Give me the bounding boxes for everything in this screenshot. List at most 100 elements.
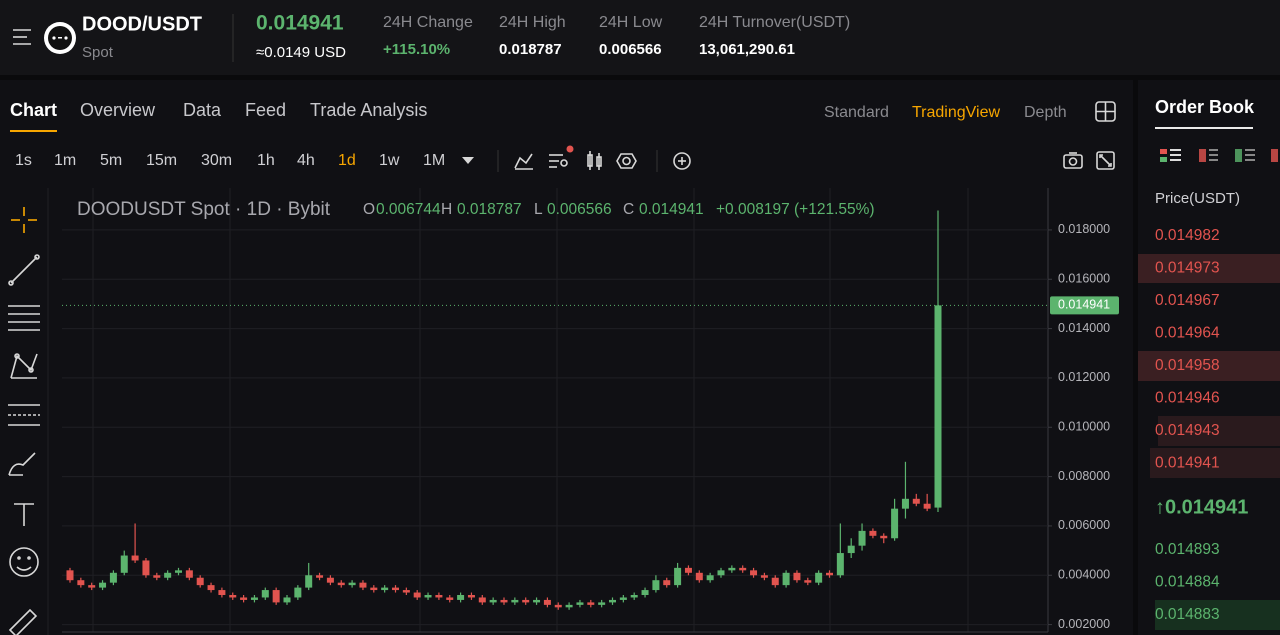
candle-body [619, 597, 627, 600]
candle-body [750, 570, 758, 576]
y-tick-label: 0.004000 [1058, 568, 1110, 582]
stat-label: 24H Turnover(USDT) [699, 14, 850, 31]
y-tick-label: 0.008000 [1058, 469, 1110, 483]
ohlc-value: 0.006566 [547, 201, 612, 218]
stat-value: +115.10% [383, 41, 450, 58]
candle-body [587, 602, 595, 605]
candle-body [804, 580, 812, 583]
ohlc-value: 0.006744 [376, 201, 441, 218]
settings-icon[interactable] [616, 153, 637, 169]
top-bar [0, 0, 1280, 75]
dropdown-icon[interactable] [462, 157, 474, 164]
indicator-icon[interactable] [514, 153, 533, 170]
bid-price: 0.014883 [1155, 606, 1220, 623]
interval[interactable]: 1w [379, 152, 400, 169]
interval[interactable]: 4h [297, 152, 315, 169]
layout-icon[interactable] [1095, 101, 1116, 122]
candle-body [131, 555, 139, 561]
candle-body [652, 580, 660, 591]
view-option[interactable]: Standard [824, 104, 889, 121]
candle-body [934, 305, 942, 508]
candle-body [175, 570, 182, 573]
interval[interactable]: 30m [201, 152, 232, 169]
candle-body [467, 595, 475, 598]
candle-body [815, 572, 823, 583]
ohlc-value: 0.014941 [639, 201, 704, 218]
candle-body [229, 595, 237, 598]
candle-body [598, 602, 606, 605]
tab[interactable]: Chart [10, 100, 57, 120]
candle-body [511, 599, 519, 603]
add-icon[interactable] [673, 152, 691, 170]
candle-body [489, 599, 497, 603]
interval[interactable]: 1M [423, 152, 445, 169]
order-book-title[interactable]: Order Book [1155, 97, 1255, 117]
candle-body [869, 530, 877, 536]
candle-body [66, 570, 74, 581]
candle-body [381, 587, 389, 591]
candle-body [901, 498, 909, 509]
template-icon[interactable] [549, 154, 568, 168]
usd-price: ≈0.0149 USD [256, 44, 346, 61]
interval[interactable]: 1s [15, 152, 32, 169]
candle-body [457, 595, 465, 600]
candle-body [359, 582, 367, 588]
candle-body [337, 582, 345, 586]
candle-body [771, 577, 779, 586]
candle-body [326, 577, 334, 583]
candle-body [728, 567, 736, 571]
candle-body [554, 604, 562, 608]
depth-bars [1138, 254, 1280, 630]
tab[interactable]: Overview [80, 100, 156, 120]
y-tick-label: 0.006000 [1058, 518, 1110, 532]
candle-body [576, 602, 584, 605]
candle-type-icon[interactable] [587, 151, 602, 170]
candle-body [142, 560, 150, 576]
stat-label: 24H High [499, 14, 566, 31]
view-option[interactable]: TradingView [912, 104, 1000, 121]
ask-price: 0.014964 [1155, 325, 1220, 342]
candle-body [826, 572, 833, 576]
view-option[interactable]: Depth [1024, 104, 1067, 121]
candle-body [760, 575, 768, 578]
candle-body [847, 545, 855, 554]
candle-body [674, 567, 682, 586]
y-tick-label: 0.018000 [1058, 222, 1110, 236]
tab[interactable]: Trade Analysis [310, 100, 427, 120]
candle-body [435, 595, 443, 598]
tab[interactable]: Data [183, 100, 222, 120]
candle-body [522, 599, 530, 603]
candle-body [717, 570, 725, 576]
menu-icon[interactable] [13, 29, 31, 45]
interval[interactable]: 1m [54, 152, 76, 169]
interval[interactable]: 15m [146, 152, 177, 169]
stat-value: 13,061,290.61 [699, 41, 795, 58]
ohlc-key: L [534, 201, 543, 218]
bid-price: 0.014884 [1155, 574, 1220, 591]
candle-body [543, 599, 551, 605]
bid-price: 0.014893 [1155, 541, 1220, 558]
camera-icon[interactable] [1063, 152, 1083, 169]
order-book-layout-icons[interactable] [1160, 149, 1278, 162]
candle-body [446, 597, 454, 600]
candle-body [424, 595, 432, 598]
fullscreen-icon[interactable] [1096, 151, 1115, 170]
candle-body [478, 597, 486, 603]
candle-body [294, 587, 302, 598]
tab[interactable]: Feed [245, 100, 286, 120]
ask-price: 0.014941 [1155, 455, 1220, 472]
candle-body [402, 590, 410, 593]
candle-body [109, 572, 117, 583]
interval[interactable]: 5m [100, 152, 122, 169]
interval[interactable]: 1h [257, 152, 275, 169]
candle-body [891, 508, 899, 539]
interval[interactable]: 1d [338, 152, 356, 169]
candle-body [164, 572, 172, 578]
divider [0, 75, 1280, 80]
column-header: Price(USDT) [1155, 190, 1240, 207]
candle-body [305, 575, 313, 588]
candle-body [858, 530, 866, 546]
candle-body [739, 567, 747, 571]
drawing-toolbar[interactable] [8, 207, 40, 635]
